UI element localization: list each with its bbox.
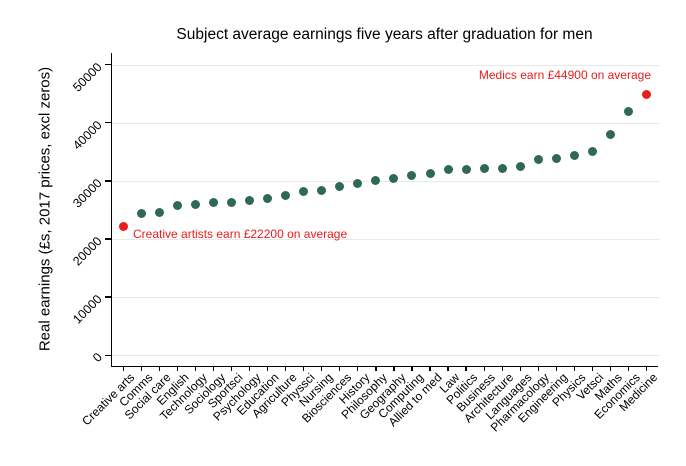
x-tick-mark bbox=[411, 366, 413, 371]
y-tick-mark bbox=[104, 64, 111, 66]
data-point bbox=[281, 191, 291, 201]
x-tick-mark bbox=[158, 366, 161, 371]
y-tick-mark bbox=[104, 296, 111, 298]
data-point bbox=[371, 176, 381, 186]
data-point bbox=[479, 164, 489, 174]
annotation-medics: Medics earn £44900 on average bbox=[478, 68, 651, 82]
data-point bbox=[119, 221, 128, 231]
x-tick-mark bbox=[231, 366, 233, 371]
x-tick-mark bbox=[393, 366, 395, 371]
x-tick-mark bbox=[537, 366, 539, 371]
x-tick-mark bbox=[465, 366, 467, 371]
y-axis-label: Real earnings (£s, 2017 prices, excl zer… bbox=[36, 66, 54, 352]
annotation-creative-arts: Creative artists earn £22200 on average bbox=[133, 227, 348, 241]
x-tick-mark bbox=[122, 366, 125, 371]
x-tick-mark bbox=[321, 366, 323, 371]
x-tick-mark bbox=[213, 366, 215, 371]
y-tick-label: 10000 bbox=[70, 291, 105, 327]
x-tick-mark bbox=[303, 366, 305, 371]
y-tick-mark bbox=[104, 122, 111, 124]
y-tick-mark bbox=[104, 238, 111, 240]
data-point bbox=[551, 153, 561, 163]
data-point bbox=[245, 196, 255, 206]
x-tick-mark bbox=[447, 366, 449, 371]
data-point bbox=[209, 198, 219, 208]
data-point bbox=[443, 165, 453, 175]
data-point bbox=[497, 163, 507, 173]
data-point bbox=[263, 193, 273, 203]
x-tick-mark bbox=[249, 366, 251, 371]
data-point bbox=[191, 199, 201, 209]
data-point bbox=[533, 155, 543, 165]
y-tick-label: 20000 bbox=[70, 233, 105, 269]
data-point bbox=[515, 161, 525, 171]
x-tick-mark bbox=[609, 366, 611, 371]
gridline bbox=[112, 122, 660, 124]
x-tick-mark bbox=[285, 366, 287, 371]
y-tick-mark bbox=[104, 354, 111, 356]
x-tick-mark bbox=[429, 366, 431, 371]
x-tick-mark bbox=[591, 366, 593, 371]
x-tick-mark bbox=[519, 366, 521, 371]
x-tick-mark bbox=[645, 366, 647, 371]
x-tick-mark bbox=[573, 366, 575, 371]
x-tick-mark bbox=[357, 366, 359, 371]
data-point bbox=[317, 186, 327, 196]
y-tick-label: 40000 bbox=[70, 117, 105, 153]
chart-title: Subject average earnings five years afte… bbox=[176, 26, 593, 43]
y-tick-label: 0 bbox=[90, 350, 105, 365]
x-tick-mark bbox=[483, 366, 485, 371]
data-point bbox=[173, 200, 183, 210]
x-tick-mark bbox=[501, 366, 503, 371]
data-point bbox=[587, 147, 597, 157]
data-point bbox=[389, 173, 399, 183]
data-point bbox=[623, 107, 633, 117]
data-point bbox=[407, 171, 417, 181]
gridline bbox=[112, 64, 660, 66]
x-tick-mark bbox=[195, 366, 197, 371]
x-tick-mark bbox=[267, 366, 269, 371]
data-point bbox=[461, 164, 471, 174]
gridline bbox=[112, 355, 660, 356]
y-axis-line bbox=[111, 53, 113, 366]
gridline bbox=[112, 180, 660, 182]
x-axis-line bbox=[111, 365, 658, 367]
gridline bbox=[112, 238, 660, 240]
x-tick-mark bbox=[627, 366, 629, 371]
data-point bbox=[137, 208, 147, 218]
x-tick-mark bbox=[176, 366, 179, 371]
y-tick-label: 50000 bbox=[70, 59, 105, 95]
data-point bbox=[227, 197, 237, 207]
y-tick-label: 30000 bbox=[70, 175, 105, 211]
y-tick-mark bbox=[104, 180, 111, 182]
data-point bbox=[425, 168, 435, 178]
data-point bbox=[605, 130, 615, 140]
x-tick-mark bbox=[555, 366, 557, 371]
data-point bbox=[155, 207, 165, 217]
data-point bbox=[353, 178, 363, 188]
data-point bbox=[299, 187, 309, 197]
x-tick-mark bbox=[375, 366, 377, 371]
x-tick-mark bbox=[140, 366, 143, 371]
data-point bbox=[335, 182, 345, 192]
data-point bbox=[569, 150, 579, 160]
data-point bbox=[641, 89, 651, 99]
gridline bbox=[112, 296, 660, 298]
x-tick-mark bbox=[339, 366, 341, 371]
